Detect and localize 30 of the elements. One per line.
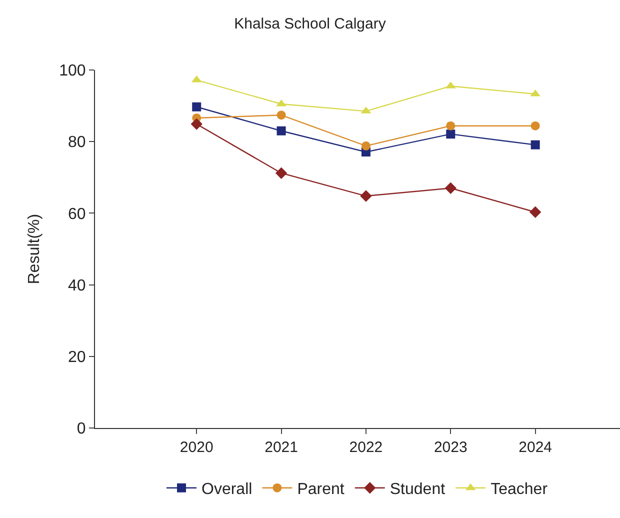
point — [446, 121, 456, 130]
y-tick-label: 20 — [68, 349, 86, 366]
point — [190, 118, 202, 130]
chart-title: Khalsa School Calgary — [234, 16, 386, 33]
point — [275, 167, 288, 179]
x-tick-label: 2023 — [434, 439, 468, 456]
y-axis-title: Result(%) — [26, 214, 43, 284]
x-tick-label: 2022 — [349, 439, 383, 456]
point — [276, 110, 286, 120]
y-tick-label: 0 — [76, 420, 86, 438]
y-tick-label: 100 — [59, 62, 86, 80]
y-tick-label: 60 — [68, 206, 86, 223]
point — [530, 121, 540, 130]
x-tick-label: 2021 — [264, 439, 298, 456]
point — [529, 206, 542, 218]
x-tick-label: 2020 — [180, 439, 214, 456]
legend-label: Parent — [297, 481, 345, 498]
legend-label: Student — [390, 481, 446, 498]
x-tick-label: 2024 — [518, 439, 552, 456]
legend-label: Overall — [202, 481, 252, 498]
legend-label: Teacher — [490, 481, 548, 498]
point — [530, 140, 540, 150]
y-tick-label: 40 — [68, 277, 86, 294]
point — [444, 182, 456, 194]
point — [360, 190, 372, 202]
point — [276, 126, 286, 136]
point — [192, 102, 202, 112]
point — [446, 130, 456, 139]
point — [361, 141, 370, 150]
y-tick-label: 80 — [68, 134, 86, 152]
